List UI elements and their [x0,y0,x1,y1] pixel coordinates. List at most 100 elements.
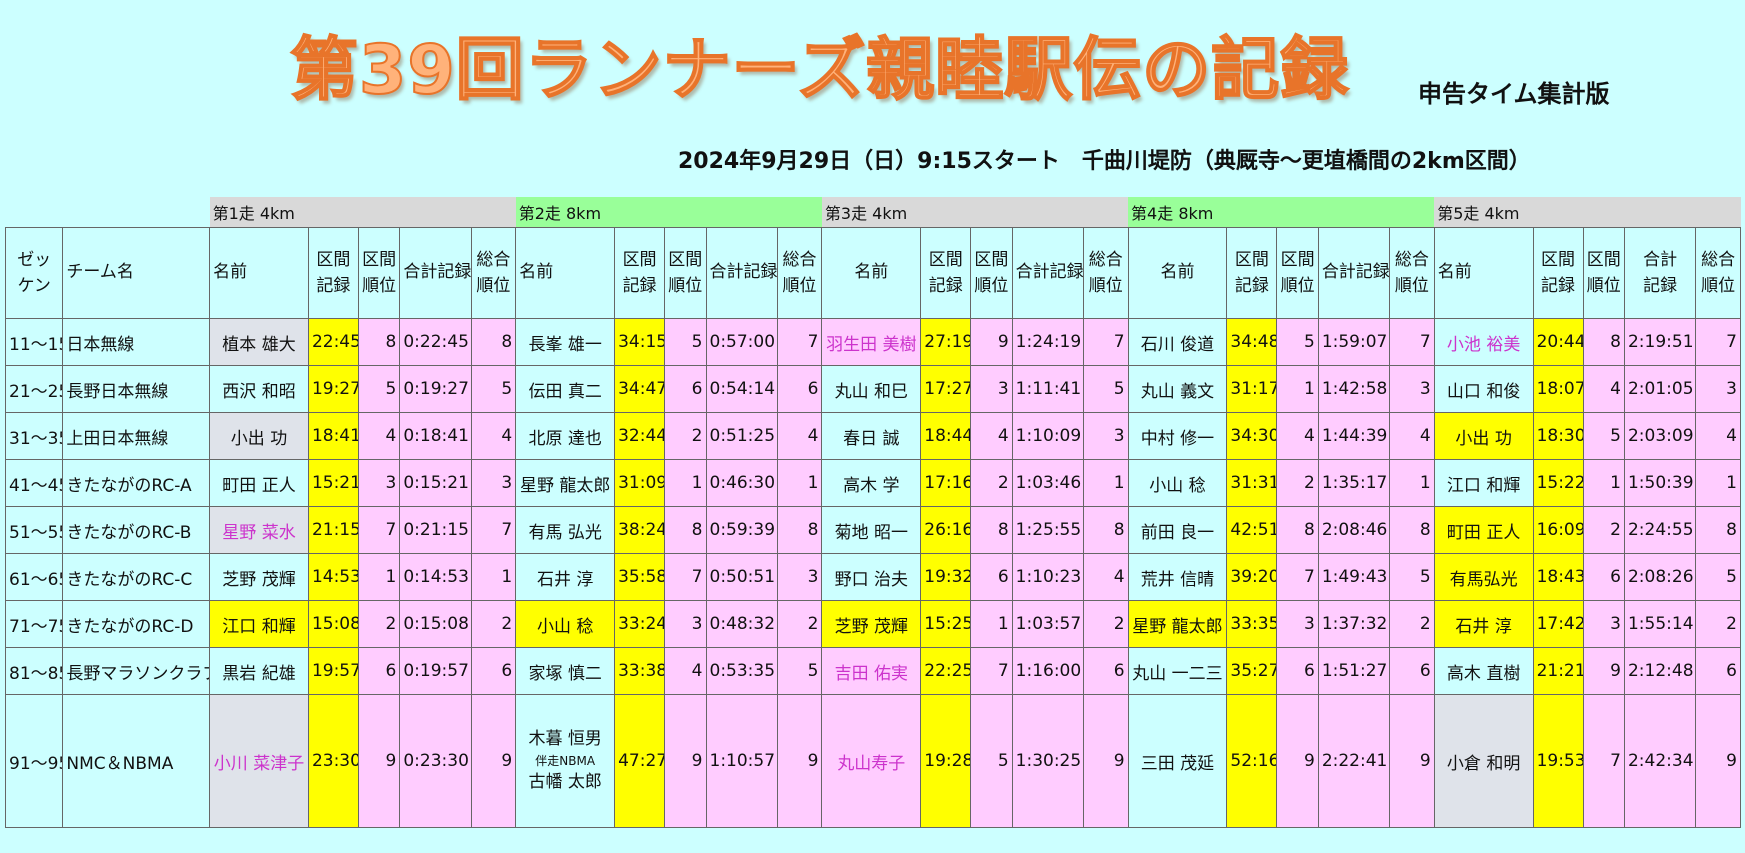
team-name-cell: 上田日本無線 [62,412,211,460]
overall-rank-cell: 7 [1695,318,1741,366]
runner-name-cell: 石井 淳 [1433,600,1534,648]
runner-name-cell: 黒岩 紀雄 [209,647,309,695]
overall-rank-cell: 2 [470,600,517,648]
team-name-cell: 日本無線 [62,318,211,366]
split-rank-cell: 4 [357,412,401,460]
total-time-cell: 1:49:43 [1317,553,1391,601]
split-rank-cell: 7 [357,506,401,554]
total-time-cell: 0:23:30 [399,694,472,828]
runner-name-cell: 丸山 義文 [1127,365,1228,413]
total-time-cell: 0:46:30 [705,459,778,507]
total-time-cell: 0:14:53 [399,553,472,601]
team-name-cell: きたながのRC-A [62,459,211,507]
col-header-split: 区間 記録 [1532,227,1584,319]
overall-rank-cell: 1 [776,459,823,507]
split-rank-cell: 1 [664,459,707,507]
total-time-cell: 1:11:41 [1011,365,1084,413]
split-time-cell: 33:24 [614,600,666,648]
total-time-cell: 1:30:25 [1011,694,1084,828]
overall-rank-cell: 2 [1389,600,1435,648]
split-rank-cell: 2 [664,412,707,460]
col-header-total: 合計記録 [399,227,472,319]
split-rank-cell: 6 [357,647,401,695]
col-header-overall: 総合 順位 [776,227,823,319]
runner-name-cell: 小出 功 [209,412,309,460]
runner-name-cell: 丸山 和巳 [821,365,922,413]
overall-rank-cell: 1 [470,553,517,601]
total-time-cell: 0:48:32 [705,600,778,648]
col-header-split: 区間 記録 [614,227,666,319]
runner-name-cell: 伝田 真二 [515,365,616,413]
split-rank-cell: 7 [664,553,707,601]
total-time-cell: 0:19:57 [399,647,472,695]
split-time-cell: 15:25 [920,600,972,648]
runner-name-cell: 小倉 和明 [1433,694,1534,828]
split-rank-cell: 7 [1276,553,1319,601]
overall-rank-cell: 3 [1389,365,1435,413]
total-time-cell: 0:50:51 [705,553,778,601]
total-time-cell: 2:24:55 [1623,506,1697,554]
split-rank-cell: 5 [664,318,707,366]
leg-header-4: 第4走 8km [1128,197,1435,228]
split-rank-cell: 1 [1582,459,1625,507]
runner-name-cell: 江口 和輝 [209,600,309,648]
runner-name-cell: 山口 和俊 [1433,365,1534,413]
total-time-cell: 1:42:58 [1317,365,1391,413]
runner-name-cell: 江口 和輝 [1433,459,1534,507]
team-name-cell: 長野日本無線 [62,365,211,413]
col-header-rank: 区間 順位 [1276,227,1319,319]
split-rank-cell: 9 [357,694,401,828]
split-rank-cell: 2 [1582,506,1625,554]
col-header-overall: 総合 順位 [470,227,517,319]
split-time-cell: 20:44 [1532,318,1584,366]
split-time-cell: 34:15 [614,318,666,366]
split-rank-cell: 2 [357,600,401,648]
overall-rank-cell: 3 [1695,365,1741,413]
overall-rank-cell: 6 [1082,647,1129,695]
overall-rank-cell: 9 [470,694,517,828]
team-name-cell: きたながのRC-D [62,600,211,648]
total-time-cell: 1:10:23 [1011,553,1084,601]
runner-name-cell: 植本 雄大 [209,318,309,366]
overall-rank-cell: 5 [1695,553,1741,601]
overall-rank-cell: 2 [776,600,823,648]
col-header-team: チーム名 [62,227,211,319]
bib-cell: 71～75 [4,600,64,648]
edition-label: 申告タイム集計版 [1418,80,1610,108]
split-rank-cell: 3 [357,459,401,507]
overall-rank-cell: 3 [1082,412,1129,460]
overall-rank-cell: 7 [776,318,823,366]
overall-rank-cell: 9 [1082,694,1129,828]
split-rank-cell: 1 [357,553,401,601]
total-time-cell: 2:12:48 [1623,647,1697,695]
split-time-cell: 39:20 [1226,553,1278,601]
total-time-cell: 1:16:00 [1011,647,1084,695]
overall-rank-cell: 5 [1082,365,1129,413]
runner-name-cell: 町田 正人 [1433,506,1534,554]
split-rank-cell: 3 [664,600,707,648]
col-header-overall: 総合 順位 [1695,227,1741,319]
overall-rank-cell: 6 [776,365,823,413]
col-header-name: 名前 [821,227,922,319]
runner-name-cell: 星野 菜水 [209,506,309,554]
runner-name-cell: 三田 茂延 [1127,694,1228,828]
runner-name-cell: 星野 龍太郎 [515,459,616,507]
total-time-cell: 2:01:05 [1623,365,1697,413]
runner-name-cell: 石川 俊道 [1127,318,1228,366]
split-time-cell: 31:09 [614,459,666,507]
overall-rank-cell: 6 [470,647,517,695]
overall-rank-cell: 9 [1695,694,1741,828]
split-time-cell: 23:30 [307,694,359,828]
col-header-rank: 区間 順位 [664,227,707,319]
runner-name-cell: 有馬 弘光 [515,506,616,554]
split-time-cell: 47:27 [614,694,666,828]
total-time-cell: 0:53:35 [705,647,778,695]
overall-rank-cell: 1 [1082,459,1129,507]
bib-cell: 91～95 [4,694,64,828]
total-time-cell: 1:50:39 [1623,459,1697,507]
runner-name-cell: 野口 治夫 [821,553,922,601]
total-time-cell: 2:03:09 [1623,412,1697,460]
split-rank-cell: 8 [664,506,707,554]
